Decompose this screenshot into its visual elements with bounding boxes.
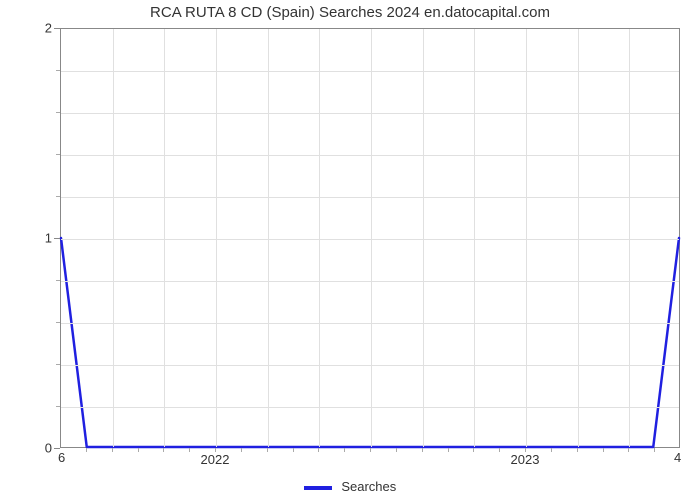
x-tick-minor bbox=[370, 448, 371, 452]
y-tick-label: 2 bbox=[45, 21, 52, 36]
x-tick-minor bbox=[551, 448, 552, 452]
plot-area bbox=[60, 28, 680, 448]
corner-left-label: 6 bbox=[58, 450, 65, 465]
grid-line-h-minor bbox=[61, 281, 679, 282]
legend-swatch bbox=[304, 486, 332, 490]
grid-line-v bbox=[371, 29, 372, 447]
y-tick-minor bbox=[56, 322, 60, 323]
x-tick-minor bbox=[628, 448, 629, 452]
y-tick-minor bbox=[56, 280, 60, 281]
y-tick-minor bbox=[56, 154, 60, 155]
y-tick-mark bbox=[54, 28, 60, 29]
x-tick-minor bbox=[473, 448, 474, 452]
x-tick-minor bbox=[318, 448, 319, 452]
x-tick-minor bbox=[654, 448, 655, 452]
x-tick-minor bbox=[267, 448, 268, 452]
x-tick-minor bbox=[241, 448, 242, 452]
grid-line-h-minor bbox=[61, 113, 679, 114]
y-tick-minor bbox=[56, 364, 60, 365]
y-tick-mark bbox=[54, 448, 60, 449]
corner-right-label: 4 bbox=[674, 450, 681, 465]
grid-line-v bbox=[268, 29, 269, 447]
x-tick-minor bbox=[577, 448, 578, 452]
x-tick-minor bbox=[499, 448, 500, 452]
grid-line-v bbox=[629, 29, 630, 447]
grid-line-h bbox=[61, 239, 679, 240]
y-tick-minor bbox=[56, 70, 60, 71]
y-tick-label: 0 bbox=[45, 441, 52, 456]
grid-line-v bbox=[216, 29, 217, 447]
y-tick-minor bbox=[56, 196, 60, 197]
grid-line-v bbox=[319, 29, 320, 447]
grid-line-v bbox=[113, 29, 114, 447]
x-tick-label: 2023 bbox=[511, 452, 540, 467]
chart-container: RCA RUTA 8 CD (Spain) Searches 2024 en.d… bbox=[0, 0, 700, 500]
grid-line-h-minor bbox=[61, 155, 679, 156]
grid-line-v bbox=[423, 29, 424, 447]
grid-line-v bbox=[578, 29, 579, 447]
grid-line-h-minor bbox=[61, 323, 679, 324]
legend-label: Searches bbox=[341, 479, 396, 494]
x-tick-minor bbox=[603, 448, 604, 452]
grid-line-v bbox=[474, 29, 475, 447]
x-tick-minor bbox=[344, 448, 345, 452]
chart-title: RCA RUTA 8 CD (Spain) Searches 2024 en.d… bbox=[0, 4, 700, 21]
x-tick-minor bbox=[112, 448, 113, 452]
y-tick-minor bbox=[56, 112, 60, 113]
x-tick-minor bbox=[293, 448, 294, 452]
x-tick-minor bbox=[396, 448, 397, 452]
grid-line-h-minor bbox=[61, 365, 679, 366]
x-tick-minor bbox=[163, 448, 164, 452]
grid-line-h-minor bbox=[61, 71, 679, 72]
y-tick-minor bbox=[56, 406, 60, 407]
grid-line-h-minor bbox=[61, 197, 679, 198]
x-tick-minor bbox=[448, 448, 449, 452]
x-tick-minor bbox=[86, 448, 87, 452]
x-tick-minor bbox=[189, 448, 190, 452]
legend: Searches bbox=[0, 479, 700, 494]
x-tick-minor bbox=[138, 448, 139, 452]
line-series bbox=[61, 29, 679, 447]
y-tick-label: 1 bbox=[45, 231, 52, 246]
grid-line-v bbox=[526, 29, 527, 447]
y-tick-mark bbox=[54, 238, 60, 239]
x-tick-label: 2022 bbox=[201, 452, 230, 467]
grid-line-v bbox=[164, 29, 165, 447]
grid-line-h-minor bbox=[61, 407, 679, 408]
x-tick-minor bbox=[422, 448, 423, 452]
